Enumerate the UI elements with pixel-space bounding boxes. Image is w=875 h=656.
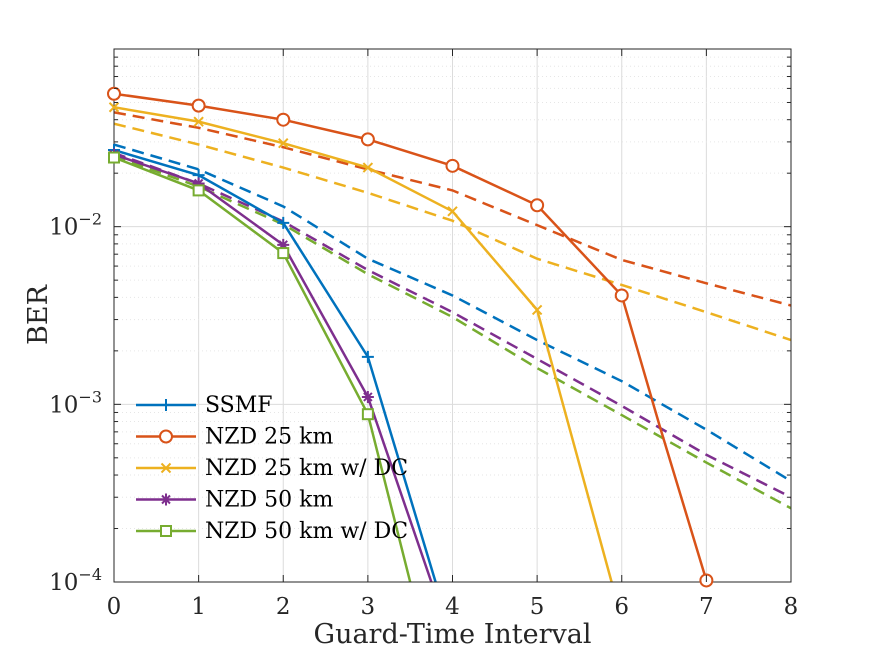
legend: SSMF NZD 25 km NZD 25 km w/ DC NZD 50 km NZD… (136, 393, 408, 544)
x-tick-label: 8 (784, 594, 799, 620)
data-point (278, 137, 289, 149)
y-tick-label: 10−3 (49, 387, 102, 418)
legend-label: NZD 25 km w/ DC (205, 456, 408, 481)
legend-marker (160, 525, 172, 537)
x-tick-label: 7 (699, 594, 714, 620)
data-point (191, 98, 206, 113)
data-point (108, 151, 120, 164)
data-point (192, 177, 205, 190)
x-tick-label: 4 (445, 594, 460, 620)
grid (113, 49, 792, 583)
legend-label: NZD 25 km (205, 425, 333, 450)
dashed-line (114, 122, 791, 342)
data-point (276, 112, 291, 127)
x-axis-ticks: 0 1 2 3 4 5 6 7 8 (107, 49, 799, 620)
data-point (277, 238, 290, 251)
x-tick-label: 0 (107, 594, 122, 620)
legend-marker (160, 462, 172, 474)
x-tick-label: 5 (530, 594, 545, 620)
data-point (108, 102, 120, 113)
data-point (192, 184, 205, 197)
dashed-curves (114, 111, 791, 510)
x-tick-label: 6 (614, 594, 629, 620)
data-point (447, 206, 458, 217)
y-axis-label: BER (23, 284, 54, 345)
data-point (361, 408, 374, 421)
dashed-line (114, 111, 791, 307)
data-point (277, 216, 290, 229)
x-tick-label: 3 (361, 594, 376, 620)
y-axis-ticks: 10−4 10−3 10−2 (49, 56, 791, 596)
dashed-line (114, 154, 791, 510)
data-point (614, 288, 629, 303)
x-tick-label: 2 (276, 594, 291, 620)
marker-layer (107, 86, 714, 588)
data-point (445, 158, 460, 173)
data-point (531, 304, 543, 316)
data-point (107, 86, 121, 101)
legend-marker (160, 399, 172, 411)
legend-label: SSMF (205, 393, 273, 418)
data-point (360, 132, 375, 147)
legend-marker (160, 493, 172, 506)
dashed-line (114, 151, 791, 499)
data-point (361, 350, 374, 363)
plot-area (107, 48, 792, 588)
x-axis-label: Guard-Time Interval (314, 619, 592, 650)
dashed-line (114, 143, 791, 483)
legend-marker (159, 429, 173, 444)
data-point (361, 390, 374, 403)
data-point (362, 162, 374, 173)
data-point (193, 116, 204, 127)
legend-label: NZD 50 km (205, 488, 333, 513)
data-point (530, 198, 545, 213)
data-point (277, 247, 290, 260)
legend-label: NZD 50 km w/ DC (205, 519, 408, 544)
y-tick-label: 10−4 (49, 565, 102, 596)
x-tick-label: 1 (191, 594, 206, 620)
y-tick-label: 10−2 (49, 210, 102, 241)
